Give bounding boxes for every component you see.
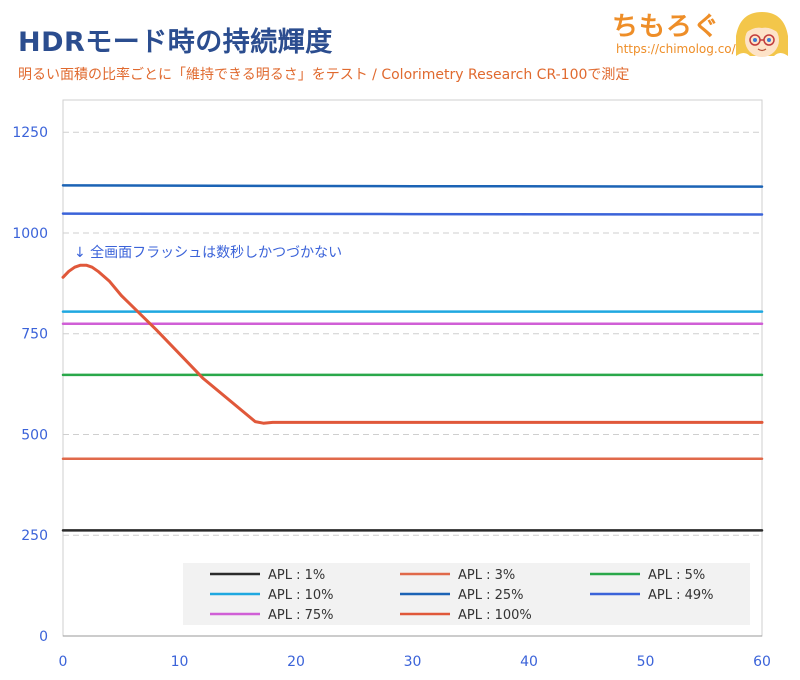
y-tick-label: 0 xyxy=(39,629,48,645)
brand-url[interactable]: https://chimolog.co/ xyxy=(616,42,736,56)
legend-label: APL : 10% xyxy=(268,588,334,603)
brand-logo[interactable]: ちもろぐ https://chimolog.co/ xyxy=(604,6,794,66)
legend-label: APL : 25% xyxy=(458,588,524,603)
legend-label: APL : 49% xyxy=(648,588,714,603)
x-tick-label: 0 xyxy=(59,654,68,670)
chart-title: HDRモード時の持続輝度 xyxy=(18,27,333,58)
series-line-49pct xyxy=(61,212,764,216)
chart-annotation: ↓ 全画面フラッシュは数秒しかつづかない xyxy=(74,244,342,261)
x-tick-label: 40 xyxy=(520,654,538,670)
plot-area xyxy=(62,99,763,637)
series-line-100pct xyxy=(61,263,764,425)
x-tick-label: 60 xyxy=(753,654,771,670)
y-tick-label: 1250 xyxy=(12,125,48,141)
legend-label: APL : 100% xyxy=(458,608,532,623)
legend-label: APL : 3% xyxy=(458,568,515,583)
y-tick-label: 500 xyxy=(21,427,48,443)
legend-box xyxy=(183,563,750,625)
x-tick-label: 30 xyxy=(404,654,422,670)
x-tick-label: 20 xyxy=(287,654,305,670)
y-tick-label: 1000 xyxy=(12,226,48,242)
legend-label: APL : 5% xyxy=(648,568,705,583)
x-tick-label: 10 xyxy=(171,654,189,670)
legend-label: APL : 1% xyxy=(268,568,325,583)
brand-name: ちもろぐ xyxy=(612,12,721,42)
mascot-icon xyxy=(736,12,788,57)
x-tick-label: 50 xyxy=(637,654,655,670)
chart-subtitle: 明るい面積の比率ごとに「維持できる明るさ」をテスト / Colorimetry … xyxy=(18,67,630,83)
series-line-25pct xyxy=(61,184,764,188)
legend-label: APL : 75% xyxy=(268,608,334,623)
y-tick-label: 250 xyxy=(21,528,48,544)
y-tick-label: 750 xyxy=(21,327,48,343)
